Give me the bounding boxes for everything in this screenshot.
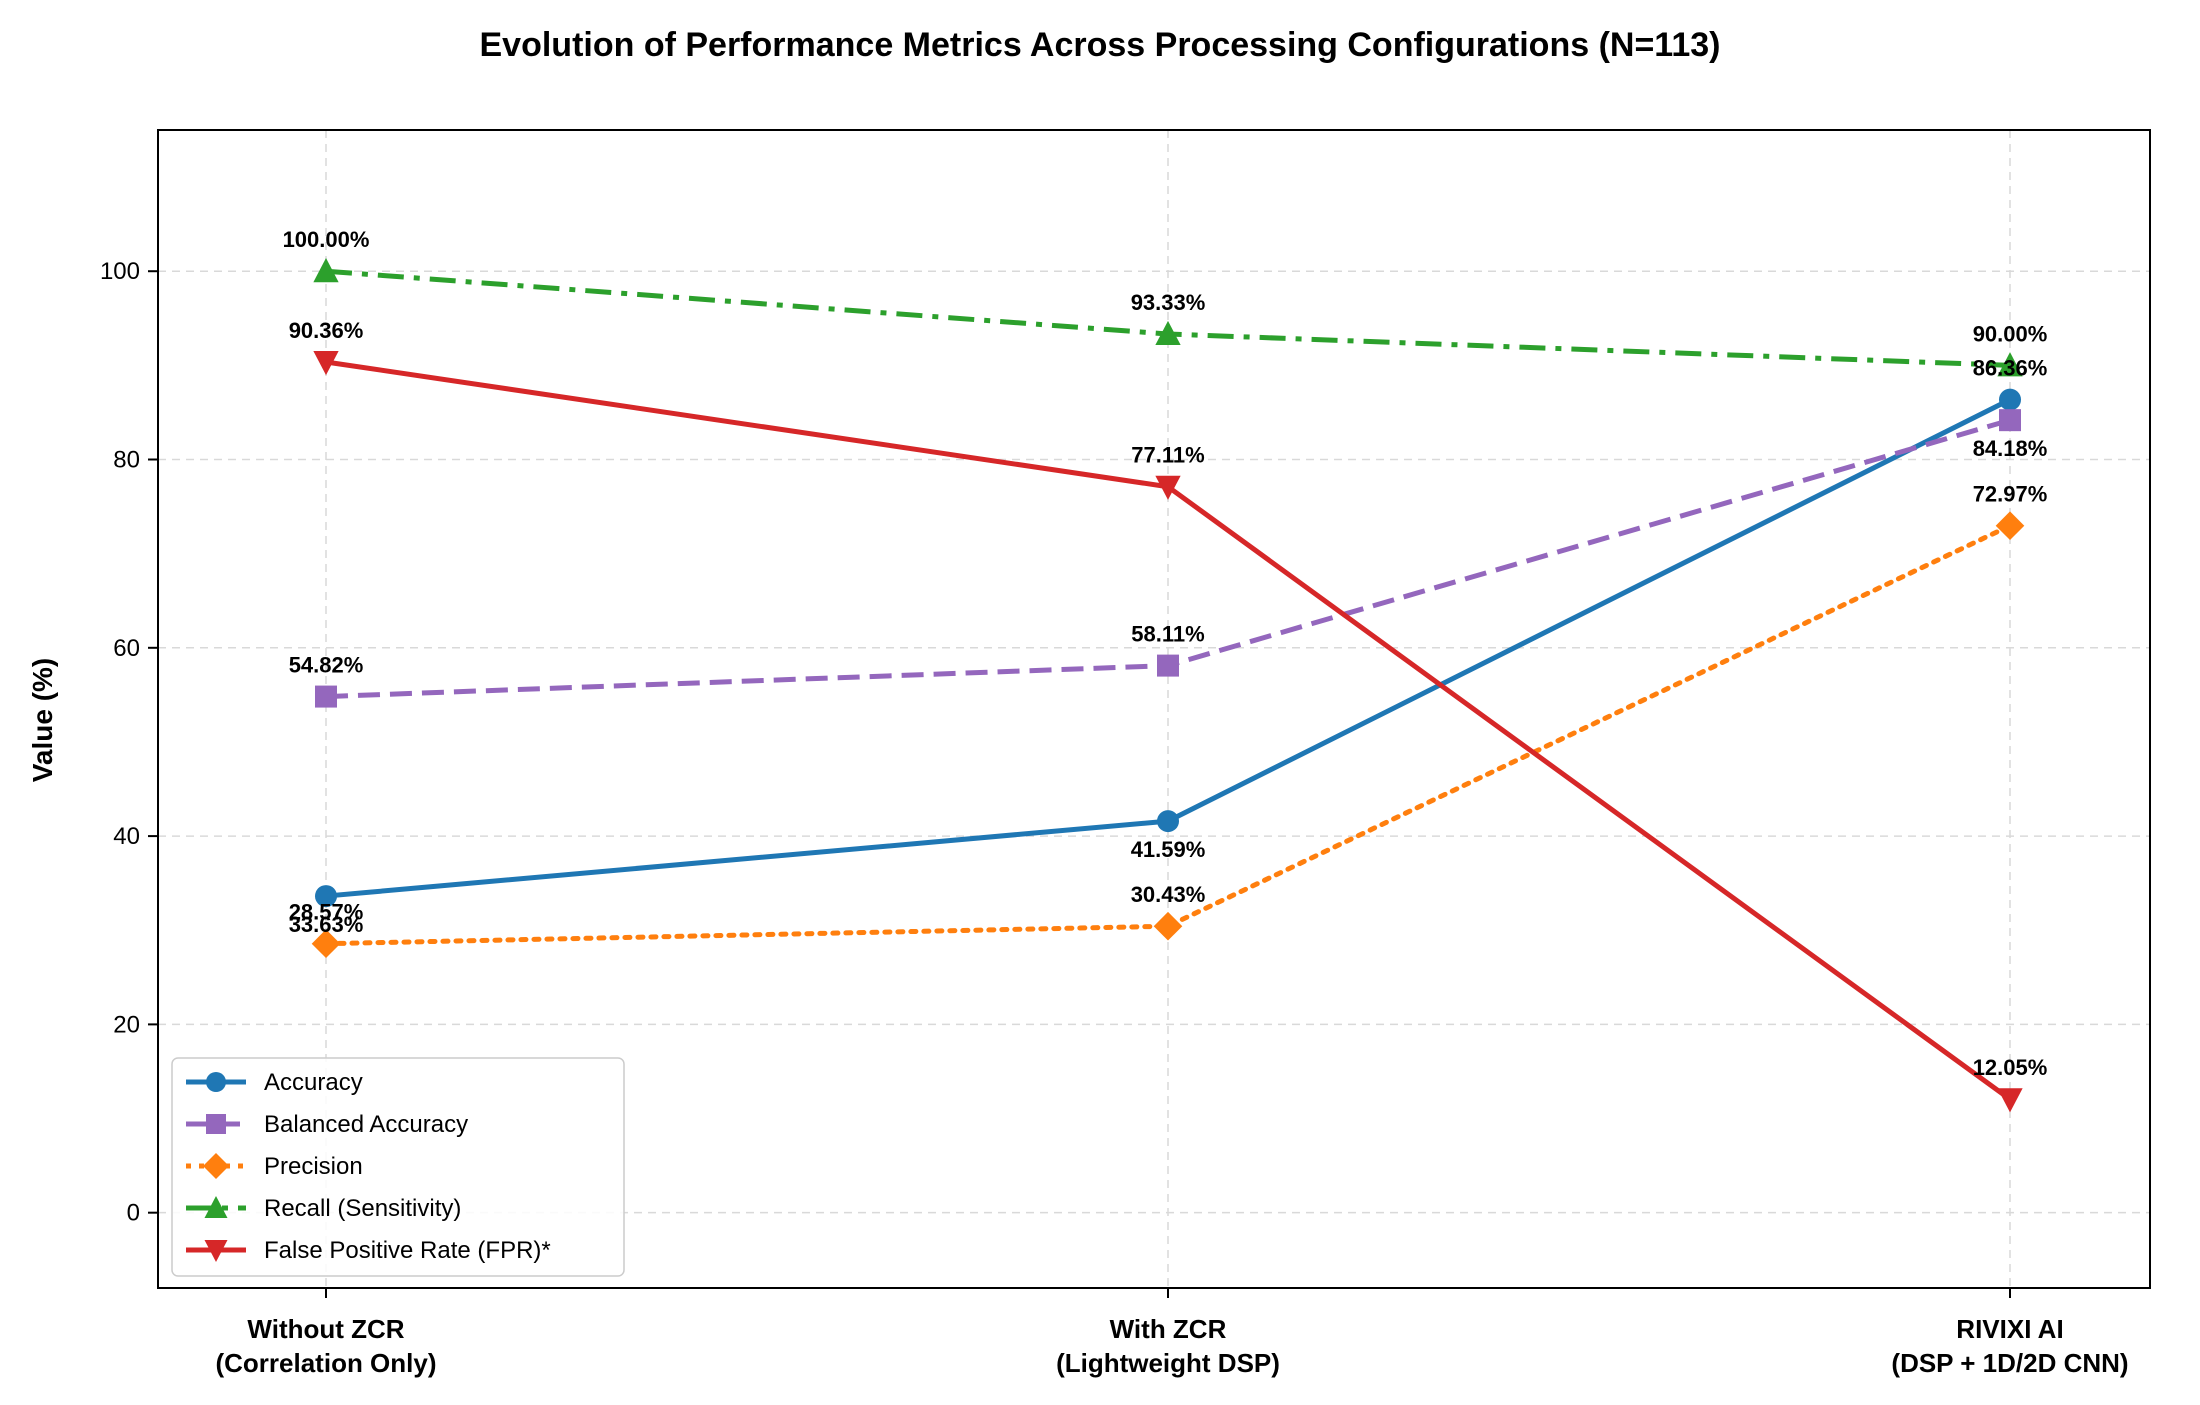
data-point bbox=[1995, 511, 2025, 540]
data-label: 41.59% bbox=[1131, 837, 1206, 862]
x-tick-label-line: (DSP + 1D/2D CNN) bbox=[1891, 1348, 2128, 1378]
data-point bbox=[315, 685, 337, 708]
y-tick-label: 100 bbox=[100, 258, 140, 285]
data-label: 84.18% bbox=[1973, 436, 2048, 461]
x-tick-label-line: (Lightweight DSP) bbox=[1056, 1348, 1280, 1378]
data-label: 77.11% bbox=[1131, 443, 1204, 468]
legend-entry: Recall (Sensitivity) bbox=[186, 1195, 461, 1222]
grid-layer bbox=[158, 130, 2150, 1288]
x-tick-label: RIVIXI AI (DSP + 1D/2D CNN) bbox=[1891, 1314, 2128, 1378]
y-tick-label: 0 bbox=[127, 1200, 140, 1227]
legend-label: Accuracy bbox=[264, 1069, 363, 1096]
legend-swatch-marker bbox=[204, 1240, 228, 1262]
axis-tick-layer: 0 20 40 60 80 100 Without ZCR (Correlation Only… bbox=[100, 258, 2129, 1378]
y-tick-label: 20 bbox=[113, 1011, 140, 1038]
data-label: 33.63% bbox=[289, 912, 364, 937]
x-tick-label: Without ZCR (Correlation Only) bbox=[215, 1314, 436, 1378]
data-label: 58.11% bbox=[1131, 622, 1204, 647]
data-point bbox=[311, 929, 341, 959]
series-balanced-accuracy bbox=[315, 409, 2021, 708]
data-point bbox=[315, 885, 337, 908]
legend-label: Recall (Sensitivity) bbox=[264, 1195, 461, 1222]
data-point bbox=[1153, 911, 1183, 941]
legend-label: False Positive Rate (FPR)* bbox=[264, 1237, 551, 1264]
y-axis-label: Value (%) bbox=[27, 658, 58, 782]
legend-swatch-marker bbox=[203, 1153, 229, 1179]
data-point bbox=[313, 258, 339, 283]
data-point bbox=[1999, 388, 2021, 411]
data-point bbox=[1157, 810, 1179, 833]
series-recall-sensitivity bbox=[313, 258, 2023, 377]
y-tick-label: 40 bbox=[113, 823, 140, 850]
data-label: 12.05% bbox=[1973, 1055, 2048, 1080]
data-point bbox=[1157, 654, 1179, 677]
legend-label: Balanced Accuracy bbox=[264, 1111, 468, 1138]
data-label: 90.36% bbox=[289, 318, 364, 343]
data-label: 72.97% bbox=[1973, 482, 2048, 507]
series-precision bbox=[311, 511, 2025, 959]
legend: Accuracy Balanced Accuracy Precision Recall… bbox=[171, 1057, 625, 1277]
data-point bbox=[1997, 352, 2023, 377]
series-accuracy bbox=[315, 388, 2021, 908]
data-label: 30.43% bbox=[1131, 882, 1206, 907]
x-tick-label-line: (Correlation Only) bbox=[215, 1348, 436, 1378]
y-tick-label: 60 bbox=[113, 635, 140, 662]
legend-swatch-marker bbox=[206, 1114, 226, 1134]
series-false-positive-rate-fpr bbox=[313, 350, 2023, 1113]
y-tick-label: 80 bbox=[113, 447, 140, 474]
legend-entry: False Positive Rate (FPR)* bbox=[186, 1237, 551, 1264]
chart-title: Evolution of Performance Metrics Across … bbox=[480, 26, 1721, 64]
data-point bbox=[1999, 409, 2021, 432]
data-label: 90.00% bbox=[1973, 321, 2048, 346]
data-point bbox=[1997, 1088, 2023, 1113]
legend-entry: Accuracy bbox=[186, 1069, 363, 1096]
x-tick-label-line: RIVIXI AI bbox=[1956, 1314, 2063, 1344]
x-tick-label-line: With ZCR bbox=[1110, 1314, 1227, 1344]
plot-area-frame bbox=[157, 129, 2151, 1289]
data-label: 54.82% bbox=[289, 653, 364, 678]
legend-box bbox=[171, 1057, 625, 1277]
legend-swatch-marker bbox=[206, 1072, 226, 1092]
x-tick-label-line: Without ZCR bbox=[247, 1314, 404, 1344]
data-label: 86.36% bbox=[1973, 356, 2048, 381]
data-point bbox=[1155, 320, 1181, 346]
legend-swatch-marker bbox=[204, 1196, 228, 1218]
data-label: 100.00% bbox=[283, 227, 370, 252]
data-label: 28.57% bbox=[289, 900, 364, 925]
data-point bbox=[313, 350, 339, 376]
data-point bbox=[1155, 475, 1181, 500]
legend-entry: Balanced Accuracy bbox=[186, 1111, 468, 1138]
x-tick-label: With ZCR (Lightweight DSP) bbox=[1056, 1314, 1280, 1378]
legend-entry: Precision bbox=[186, 1153, 363, 1180]
series-layer bbox=[311, 258, 2025, 1113]
data-label: 93.33% bbox=[1131, 290, 1206, 315]
legend-label: Precision bbox=[264, 1153, 363, 1180]
data-label-layer: 33.63% 41.59% 86.36% 54.82% 58.11% 84.18% 28.5… bbox=[283, 227, 2048, 1080]
